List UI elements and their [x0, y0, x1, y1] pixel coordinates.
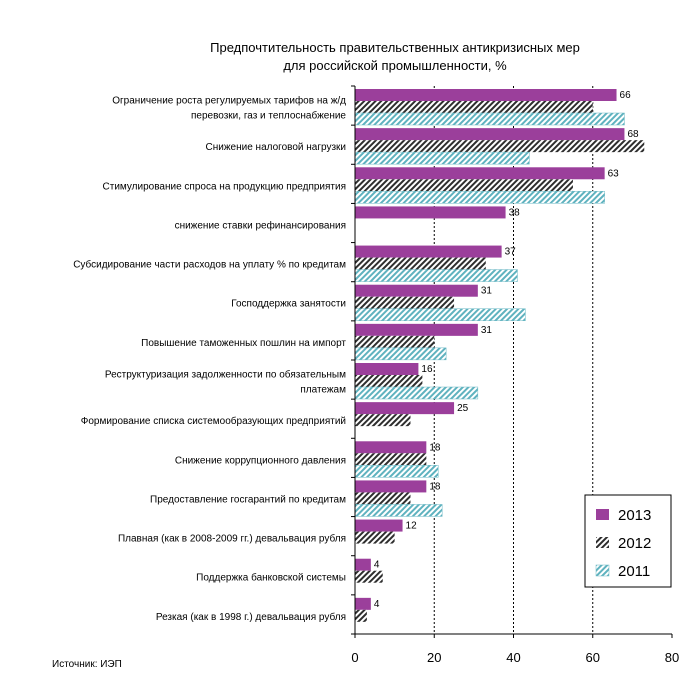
- value-label-2013-5: 31: [481, 286, 493, 297]
- bar-2012-4: [355, 257, 486, 270]
- bar-2013-5: [355, 284, 478, 297]
- bar-2012-1: [355, 140, 645, 153]
- legend-label-2011: 2011: [618, 563, 650, 580]
- category-label-0-line-2: перевозки, газ и теплоснабжение: [191, 110, 346, 122]
- x-tick-label-0: 0: [351, 650, 358, 665]
- category-label-10: Предоставление госгарантий по кредитам: [150, 494, 346, 505]
- category-labels: Ограничение роста регулируемых тарифов н…: [73, 95, 346, 623]
- value-label-2013-13: 4: [374, 599, 380, 610]
- bar-2012-7: [355, 375, 423, 387]
- legend-label-2013: 2013: [618, 507, 651, 524]
- value-label-2013-4: 37: [505, 247, 517, 258]
- x-tick-label-80: 80: [665, 650, 679, 665]
- bar-2013-9: [355, 441, 427, 454]
- bar-2012-6: [355, 335, 435, 348]
- bar-2011-5: [354, 308, 526, 321]
- category-label-5: Господдержка занятости: [231, 299, 346, 310]
- source-note: Источник: ИЭП: [52, 659, 122, 670]
- chart-title-line-2: для российской промышленности, %: [283, 58, 507, 73]
- value-label-2013-11: 12: [406, 521, 418, 532]
- bar-2012-12: [355, 570, 383, 583]
- chart-title-line-1: Предпочтительность правительственных ант…: [210, 40, 580, 55]
- category-label-2: Стимулирование спроса на продукцию предп…: [103, 181, 346, 192]
- bar-2012-10: [355, 492, 411, 505]
- bar-2013-7: [355, 363, 419, 375]
- bar-2012-9: [355, 453, 427, 466]
- bar-2011-7: [354, 386, 479, 400]
- bar-2013-4: [355, 245, 502, 258]
- legend: 2013 2012 2011: [584, 494, 672, 588]
- legend-swatch-2012: [596, 537, 609, 548]
- value-label-2013-9: 18: [429, 442, 441, 453]
- value-label-2013-10: 18: [429, 481, 441, 492]
- x-tick-label-20: 20: [427, 650, 441, 665]
- category-label-1: Снижение налоговой нагрузки: [206, 142, 346, 153]
- value-label-2013-3: 38: [509, 207, 521, 218]
- value-label-2013-0: 66: [620, 90, 632, 101]
- bar-2011-6: [354, 347, 447, 361]
- bar-2013-12: [355, 558, 371, 571]
- bar-2013-10: [355, 480, 427, 493]
- category-label-12: Поддержка банковской системы: [196, 572, 346, 584]
- value-label-2013-7: 16: [421, 364, 433, 375]
- bar-2012-13: [355, 609, 367, 622]
- bar-2011-9: [354, 465, 439, 478]
- category-label-0-line-1: Ограничение роста регулируемых тарифов н…: [112, 95, 346, 107]
- axes: [351, 85, 673, 638]
- bar-2013-8: [355, 402, 455, 415]
- bar-2011-10: [354, 504, 443, 517]
- category-label-3: снижение ставки рефинансирования: [175, 219, 346, 231]
- x-tick-labels: 0 20 40 60 80: [351, 650, 679, 665]
- x-tick-label-40: 40: [506, 650, 520, 665]
- bars: [354, 89, 645, 622]
- value-labels: 66 68 63 38 37 31 31 16 25 18 18 12 4 4: [374, 90, 639, 610]
- category-label-4: Субсидирование части расходов на уплату …: [73, 259, 346, 271]
- bar-2013-1: [355, 128, 625, 141]
- bar-2012-2: [355, 179, 573, 192]
- chart-title: Предпочтительность правительственных ант…: [210, 40, 580, 73]
- category-label-13: Резкая (как в 1998 г.) девальвация рубля: [156, 611, 346, 623]
- bar-2012-11: [355, 531, 395, 544]
- bar-2013-2: [355, 167, 605, 180]
- category-label-9: Снижение коррупционного давления: [175, 455, 346, 466]
- value-label-2013-8: 25: [457, 403, 469, 414]
- legend-swatch-2013: [596, 509, 609, 520]
- legend-label-2012: 2012: [618, 535, 651, 552]
- bar-2011-1: [354, 151, 530, 165]
- bar-2012-8: [355, 414, 411, 427]
- legend-swatch-2011: [595, 564, 610, 577]
- bar-2013-6: [355, 323, 478, 336]
- value-label-2013-6: 31: [481, 325, 493, 336]
- category-label-7-line-2: платежам: [300, 385, 346, 396]
- bar-2013-13: [355, 597, 371, 610]
- bar-2013-0: [355, 89, 617, 101]
- category-label-7-line-1: Реструктуризация задолженности по обязат…: [105, 369, 346, 381]
- category-label-6: Повышение таможенных пошлин на импорт: [141, 338, 346, 349]
- value-label-2013-2: 63: [608, 168, 620, 179]
- x-tick-label-60: 60: [586, 650, 600, 665]
- bar-2012-0: [355, 101, 593, 113]
- bar-2013-3: [355, 206, 506, 219]
- bar-2011-2: [354, 191, 605, 204]
- value-label-2013-1: 68: [627, 129, 639, 140]
- bar-2011-0: [354, 112, 625, 126]
- category-label-8: Формирование списка системообразующих пр…: [81, 415, 346, 427]
- bar-2013-11: [355, 519, 403, 532]
- category-label-11: Плавная (как в 2008-2009 гг.) девальваци…: [118, 533, 346, 545]
- bar-2011-4: [354, 269, 518, 282]
- bar-2012-5: [355, 296, 455, 309]
- value-label-2013-12: 4: [374, 560, 380, 571]
